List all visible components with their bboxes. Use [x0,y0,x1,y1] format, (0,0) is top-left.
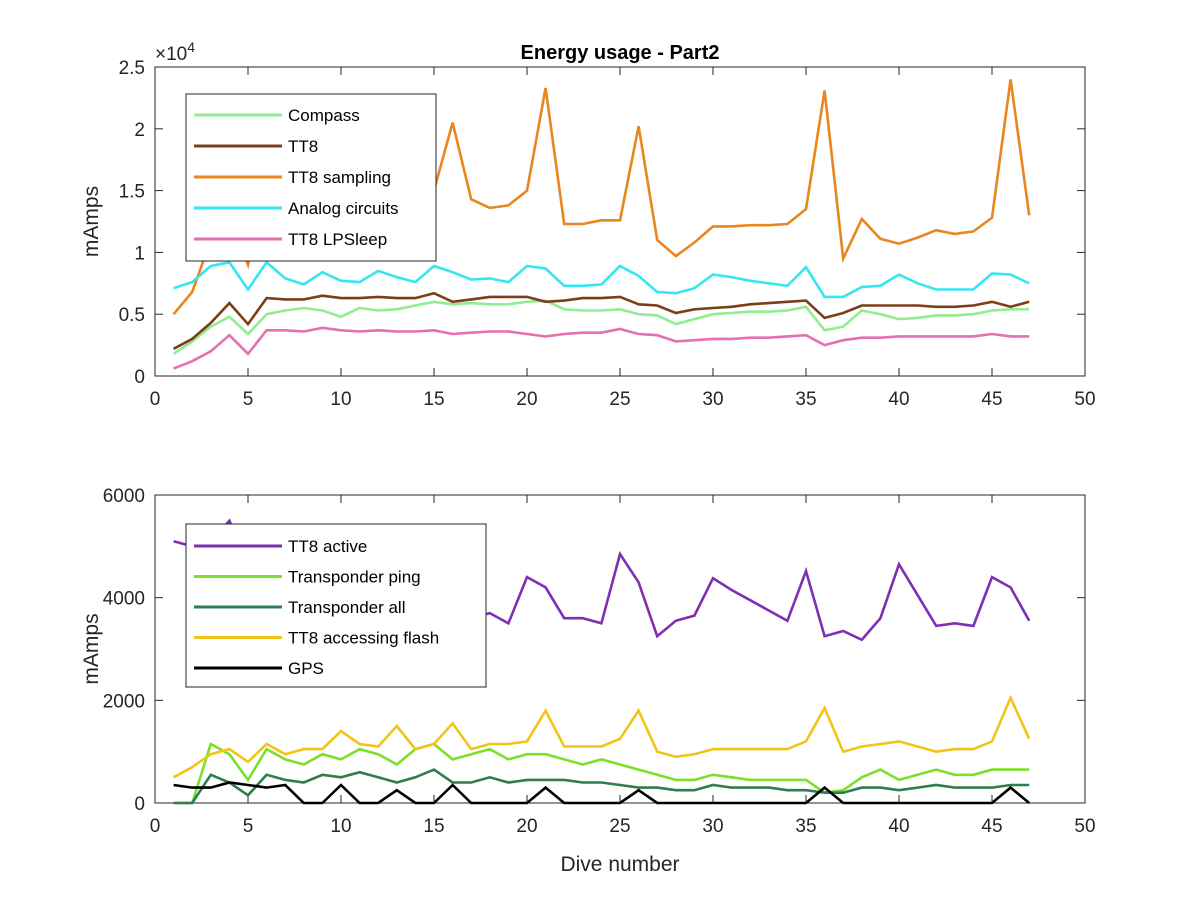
x-tick-label: 45 [981,389,1002,410]
x-tick-label: 0 [150,389,161,410]
x-tick-label: 30 [702,389,723,410]
series-line-tt8-accessing-flash [172,694,1031,779]
subplot-2: 0 5 10 15 20 25 30 35 40 45 50 0 2000 4000 6000 mAmps Di… [80,486,1096,876]
series-line-tt8-lpsleep [173,326,1030,370]
x-axis-label: Dive number [560,853,679,876]
series-line-gps [173,781,1031,805]
x-tick-label: 25 [609,389,630,410]
legend: TT8 active Transponder ping Transponder al… [185,523,487,688]
y-tick-label: 0 [134,794,145,815]
x-tick-label: 30 [702,816,723,837]
legend-entry: Compass [288,106,360,125]
x-tick-label: 10 [330,816,351,837]
y-tick-label: 0 [134,367,145,388]
y-tick-label: 2 [134,120,145,141]
x-tick-label: 50 [1074,389,1095,410]
legend-entry: TT8 accessing flash [288,629,439,648]
y-axis-label: mAmps [80,613,103,684]
legend-entry: Transponder all [288,598,406,617]
legend-entry: Analog circuits [288,199,399,218]
y-exponent-base: ×10 [155,44,187,65]
chart-title: Energy usage - Part2 [521,42,720,64]
x-tick-label: 5 [243,389,254,410]
series-line-transponder-all [173,768,1030,805]
series-line-compass [172,299,1030,355]
x-tick-label: 15 [423,389,444,410]
subplot-1: 0 5 10 15 20 25 30 35 40 45 50 0 0.5 1 1.5 2 2.5 ×104 Ener… [80,39,1096,410]
y-axis-label: mAmps [80,186,103,257]
x-tick-label: 20 [516,816,537,837]
y-exponent-label: ×104 [155,39,195,65]
legend-entry: TT8 active [288,537,367,556]
legend-entry: TT8 [288,137,318,156]
y-tick-label: 2000 [103,691,145,712]
legend-entry: TT8 sampling [288,168,391,187]
y-tick-label: 1 [134,243,145,264]
series-line-tt8 [172,291,1030,350]
x-tick-label: 40 [888,389,909,410]
x-tick-label: 35 [795,816,816,837]
legend-entry: TT8 LPSleep [288,230,387,249]
series-line-transponder-ping [173,742,1030,805]
x-tick-label: 45 [981,816,1002,837]
y-tick-label: 2.5 [119,58,145,79]
legend: Compass TT8 TT8 sampling Analog circuits TT8… [185,93,437,262]
legend-entry: Transponder ping [288,568,421,587]
y-exponent-power: 4 [187,39,195,55]
series-line-analog-circuits [173,260,1030,299]
y-tick-label: 1.5 [119,182,145,203]
x-tick-label: 20 [516,389,537,410]
x-tick-label: 40 [888,816,909,837]
y-tick-label: 4000 [103,589,145,610]
y-tick-label: 0.5 [119,305,145,326]
x-tick-label: 10 [330,389,351,410]
x-tick-label: 0 [150,816,161,837]
x-tick-label: 15 [423,816,444,837]
x-tick-label: 5 [243,816,254,837]
y-tick-label: 6000 [103,486,145,507]
x-tick-label: 25 [609,816,630,837]
legend-entry: GPS [288,659,324,678]
x-tick-label: 35 [795,389,816,410]
x-tick-label: 50 [1074,816,1095,837]
